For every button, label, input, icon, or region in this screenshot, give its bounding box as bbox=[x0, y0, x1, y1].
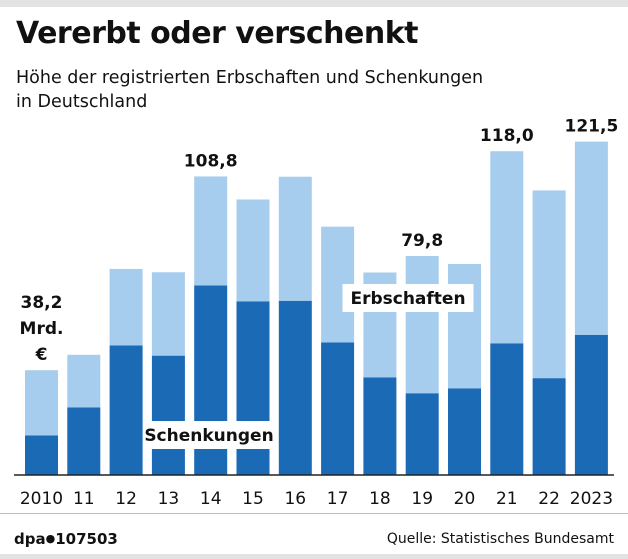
x-tick-label: 19 bbox=[411, 489, 433, 509]
subtitle-line-2: in Deutschland bbox=[16, 92, 148, 112]
bar-erbschaften-16 bbox=[278, 176, 312, 301]
bar-erbschaften-15 bbox=[236, 199, 270, 302]
bar-erbschaften-21 bbox=[490, 151, 524, 344]
top-bar bbox=[0, 0, 628, 7]
x-tick-label: 22 bbox=[538, 489, 560, 509]
x-tick-label: 16 bbox=[284, 489, 306, 509]
x-tick-label: 12 bbox=[115, 489, 137, 509]
x-tick-label: 18 bbox=[369, 489, 391, 509]
x-tick-label: 2010 bbox=[20, 489, 63, 509]
data-label-19: 79,8 bbox=[401, 231, 443, 251]
bar-schenkungen-13 bbox=[151, 355, 185, 475]
chart-subtitle: Höhe der registrierten Erbschaften und S… bbox=[16, 66, 576, 114]
chart-title: Vererbt oder verschenkt bbox=[16, 16, 418, 51]
bar-erbschaften-19 bbox=[405, 256, 439, 394]
dpa-logo: dpa●107503 bbox=[14, 530, 118, 548]
bar-erbschaften-22 bbox=[532, 190, 566, 379]
bottom-bar bbox=[0, 554, 628, 559]
bar-schenkungen-16 bbox=[278, 300, 312, 475]
data-label-21: 118,0 bbox=[480, 126, 534, 146]
bar-schenkungen-12 bbox=[109, 345, 143, 475]
bar-erbschaften-20 bbox=[448, 263, 481, 389]
bar-schenkungen-19 bbox=[405, 393, 439, 475]
bar-schenkungen-22 bbox=[532, 378, 566, 475]
bar-erbschaften-12 bbox=[109, 268, 143, 346]
bar-erbschaften-13 bbox=[151, 272, 185, 356]
bar-schenkungen-2010 bbox=[25, 435, 58, 475]
data-label-2010: Mrd. bbox=[20, 319, 64, 339]
x-tick-label: 14 bbox=[200, 489, 222, 509]
x-tick-label: 2023 bbox=[570, 489, 613, 509]
bar-erbschaften-11 bbox=[67, 354, 101, 408]
x-tick-label: 15 bbox=[242, 489, 264, 509]
logo-number: 107503 bbox=[55, 530, 118, 548]
bar-erbschaften-14 bbox=[194, 176, 228, 286]
data-label-14: 108,8 bbox=[184, 151, 238, 171]
source-note: Quelle: Statistisches Bundesamt bbox=[386, 531, 614, 547]
bar-schenkungen-20 bbox=[448, 388, 481, 475]
bar-erbschaften-2023 bbox=[574, 141, 608, 335]
x-tick-label: 11 bbox=[73, 489, 95, 509]
data-label-2023: 121,5 bbox=[565, 117, 619, 137]
series-label-erbschaften: Erbschaften bbox=[350, 289, 465, 309]
x-tick-label: 17 bbox=[327, 489, 349, 509]
data-label-2010: € bbox=[35, 345, 48, 365]
series-label-erbschaften-box bbox=[342, 284, 474, 312]
bar-schenkungen-18 bbox=[363, 377, 397, 475]
subtitle-line-1: Höhe der registrierten Erbschaften und S… bbox=[16, 68, 484, 88]
logo-agency: dpa bbox=[14, 530, 46, 548]
bar-schenkungen-2023 bbox=[574, 334, 608, 475]
logo-dot-icon: ● bbox=[45, 532, 56, 545]
bar-schenkungen-17 bbox=[321, 342, 355, 475]
data-label-2010: 38,2 bbox=[21, 293, 63, 313]
x-tick-label: 21 bbox=[496, 489, 518, 509]
series-label-schenkungen-box bbox=[143, 421, 275, 449]
bar-schenkungen-11 bbox=[67, 407, 101, 475]
series-label-schenkungen: Schenkungen bbox=[144, 426, 273, 446]
x-tick-label: 13 bbox=[158, 489, 180, 509]
bar-schenkungen-21 bbox=[490, 343, 524, 475]
bar-erbschaften-2010 bbox=[25, 370, 58, 436]
x-tick-label: 20 bbox=[454, 489, 476, 509]
footer-divider bbox=[0, 513, 628, 514]
